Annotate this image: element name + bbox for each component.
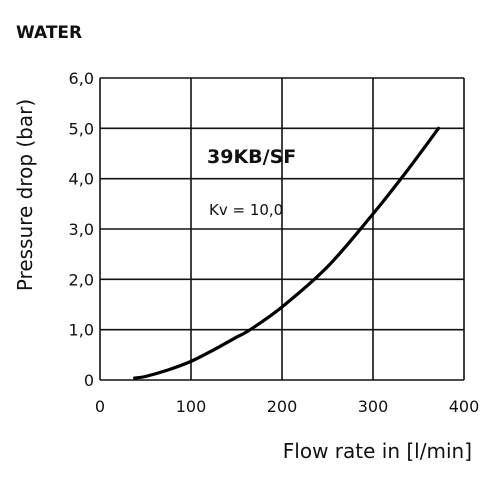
- y-tick-label: 4,0: [69, 170, 94, 189]
- y-tick-label: 3,0: [69, 220, 94, 239]
- x-tick-label: 400: [449, 397, 480, 416]
- pressure-drop-curve: [133, 126, 441, 380]
- x-tick-label: 200: [267, 397, 298, 416]
- y-tick-label: 1,0: [69, 321, 94, 340]
- x-axis-title: Flow rate in [l/min]: [283, 439, 472, 463]
- chart-heading: WATER: [16, 23, 82, 43]
- x-tick-label: 300: [358, 397, 389, 416]
- y-axis-title: Pressure drop (bar): [13, 99, 37, 291]
- x-tick-label: 100: [176, 397, 207, 416]
- x-axis-ticks: 0 100 200 300 400: [95, 397, 479, 416]
- y-tick-label: 6,0: [69, 69, 94, 88]
- y-tick-label: 0: [84, 371, 94, 390]
- grid: [99, 77, 465, 381]
- y-tick-label: 2,0: [69, 270, 94, 289]
- curve-layer: [133, 126, 441, 380]
- model-label: 39KB/SF: [207, 146, 296, 168]
- kv-label: Kv = 10,0: [209, 201, 283, 219]
- y-axis-ticks: 0 1,0 2,0 3,0 4,0 5,0 6,0: [69, 69, 94, 390]
- x-tick-label: 0: [95, 397, 105, 416]
- y-tick-label: 5,0: [69, 119, 94, 138]
